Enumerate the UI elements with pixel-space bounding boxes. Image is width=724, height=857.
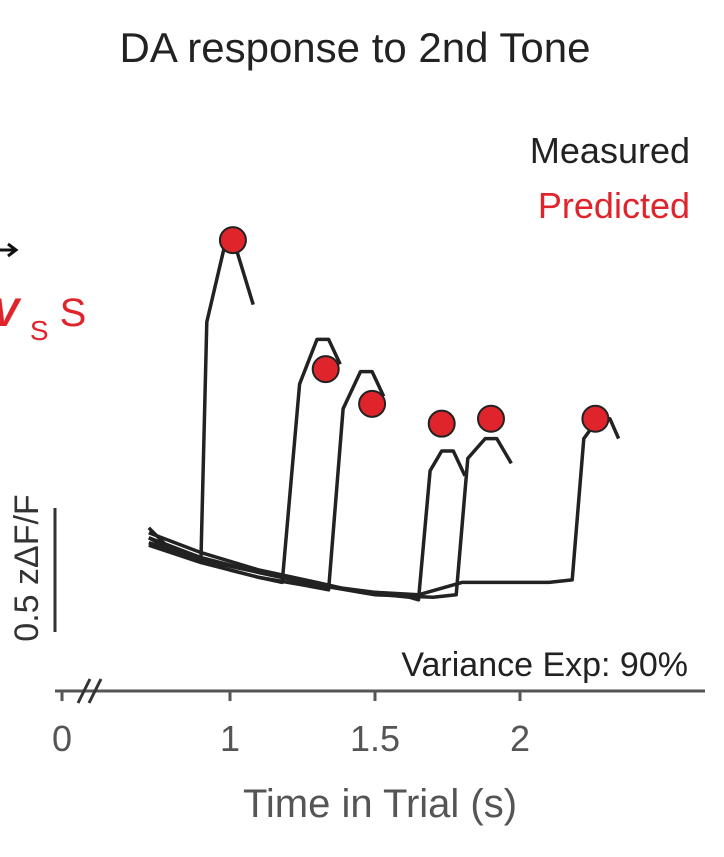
x-axis-label: Time in Trial (s) (243, 782, 517, 826)
chart-title: DA response to 2nd Tone (120, 24, 591, 71)
predicted-point-2 (311, 355, 340, 384)
side-label: V S S (0, 242, 86, 349)
legend-measured: Measured (530, 130, 690, 171)
svg-text:V S S: V S S (0, 291, 86, 349)
scale-bar: 0.5 zΔF/F (8, 494, 57, 642)
predicted-point-5 (477, 404, 505, 433)
side-label-main: V (0, 291, 22, 335)
predicted-point-1 (218, 226, 247, 255)
predicted-point-4 (427, 409, 456, 438)
x-axis: 0 1 1.5 2 Time in Trial (s) (52, 678, 705, 826)
measured-trace-4 (148, 449, 467, 602)
measured-trace-3 (148, 369, 386, 592)
side-label-sub: S (30, 315, 49, 346)
arrow-icon (0, 242, 19, 258)
predicted-point-6 (581, 404, 610, 433)
measured-trace-2 (147, 337, 342, 585)
predicted-point-3 (358, 389, 387, 418)
scale-bar-label: 0.5 zΔF/F (8, 494, 46, 641)
x-tick-label: 1 (220, 718, 240, 759)
x-tick-label: 1.5 (350, 718, 400, 759)
measured-trace-1 (147, 245, 255, 560)
legend-predicted: Predicted (538, 185, 690, 226)
legend: Measured Predicted (530, 130, 690, 226)
side-label-suffix: S (60, 291, 87, 335)
variance-annotation: Variance Exp: 90% (401, 646, 688, 684)
axis-break-icon (76, 678, 103, 704)
x-tick-label: 2 (510, 718, 530, 759)
series-layer (147, 226, 621, 602)
x-tick-label: 0 (52, 718, 72, 759)
